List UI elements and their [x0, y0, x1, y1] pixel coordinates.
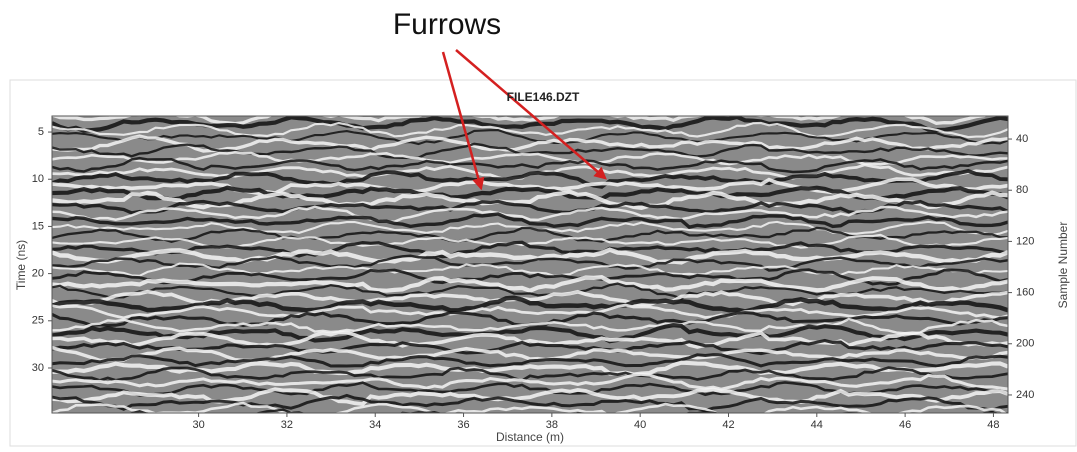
x-tick-label: 42: [722, 419, 734, 431]
annotation-arrow: [441, 51, 485, 191]
x-axis-label: Distance (m): [496, 430, 564, 444]
y2-tick-label: 200: [1016, 338, 1034, 350]
y2-axis-label: Sample Number: [1056, 222, 1070, 309]
radargram-band: [52, 177, 1008, 196]
x-tick-label: 38: [546, 419, 558, 431]
annotation: Furrows: [393, 8, 501, 41]
radargram-band: [52, 401, 1008, 413]
x-tick-label: 44: [811, 419, 823, 431]
y-tick-label: 20: [32, 268, 44, 280]
radargram-band: [52, 199, 1008, 215]
radargram-band: [52, 303, 1008, 320]
radargram-band: [52, 295, 1008, 314]
radargram-band: [52, 360, 1008, 377]
radargram-band: [52, 338, 1008, 356]
chart-title: FILE146.DZT: [507, 90, 580, 104]
radargram-band: [52, 262, 1008, 277]
y2-tick-label: 40: [1016, 133, 1028, 145]
radargram-band: [52, 116, 987, 126]
radargram-band: [52, 156, 1008, 174]
radargram-band: [52, 121, 1008, 139]
radargram-band: [52, 142, 1008, 160]
radargram: [52, 116, 1008, 413]
x-tick-label: 34: [369, 419, 381, 431]
radargram-band: [52, 330, 1008, 349]
annotation-arrow: [455, 49, 607, 180]
radargram-band: [52, 268, 1008, 286]
radargram-band: [52, 275, 1008, 293]
radargram-band: [52, 189, 1008, 210]
radargram-band: [52, 168, 1008, 189]
y-tick-label: 10: [32, 173, 44, 185]
y2-tick-label: 240: [1016, 389, 1034, 401]
y2-tick-label: 80: [1016, 184, 1028, 196]
x-tick-label: 36: [457, 419, 469, 431]
y-tick-label: 15: [32, 220, 44, 232]
radargram-band: [52, 372, 1008, 391]
radargram-band: [52, 226, 1008, 244]
y-tick-label: 30: [32, 362, 44, 374]
y-tick-label: 25: [32, 315, 44, 327]
x-tick-label: 32: [281, 419, 293, 431]
radargram-band: [52, 150, 1008, 166]
radargram-band: [52, 205, 1008, 223]
y-axis-label: Time (ns): [14, 240, 28, 290]
radargram-band: [52, 247, 1008, 265]
x-tick-label: 30: [192, 419, 204, 431]
y-tick-label: 5: [38, 126, 44, 138]
radargram-band: [52, 345, 1008, 363]
radargram-band: [52, 212, 1008, 229]
radargram-band: [52, 240, 1008, 259]
radargram-band: [52, 323, 1008, 344]
x-tick-label: 46: [899, 419, 911, 431]
y2-tick-label: 120: [1016, 235, 1034, 247]
x-tick-label: 48: [987, 419, 999, 431]
radargram-band: [52, 353, 1008, 368]
y2-tick-label: 160: [1016, 286, 1034, 298]
radargram-band: [52, 393, 1008, 412]
x-tick-label: 40: [634, 419, 646, 431]
radargram-band: [52, 254, 1008, 272]
radargram-band: [52, 317, 1008, 335]
plot-border: [51, 115, 1009, 414]
radargram-band: [52, 366, 1008, 383]
